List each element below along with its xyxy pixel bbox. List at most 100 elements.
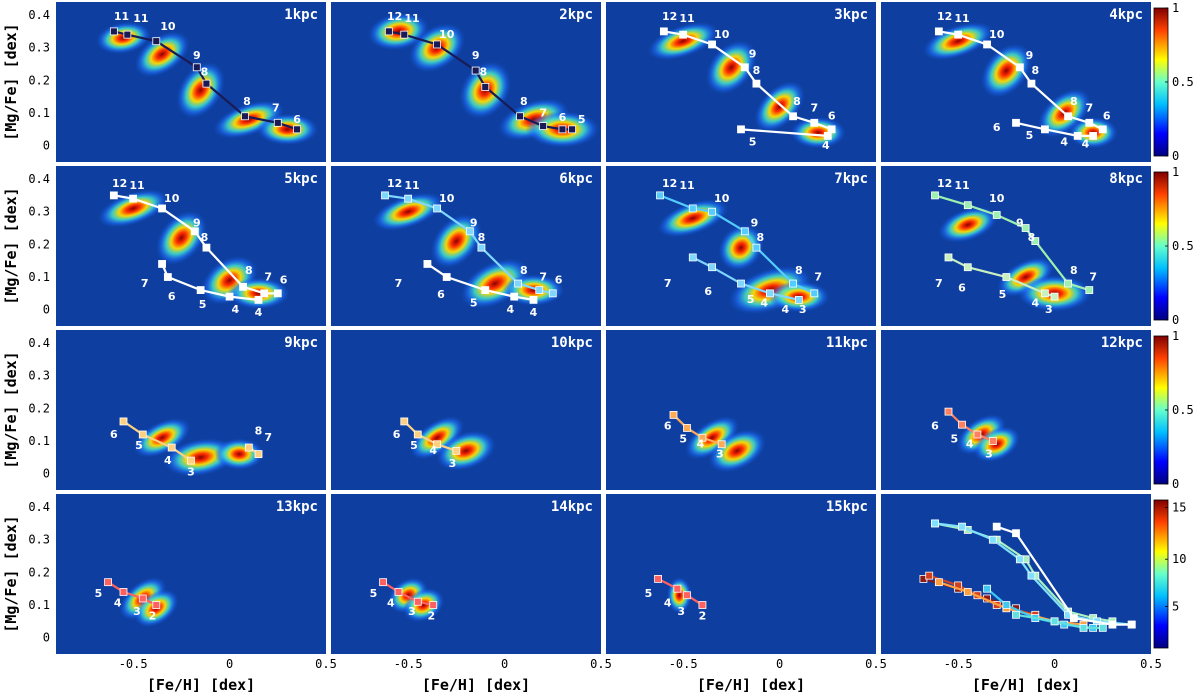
age-track-marker	[152, 601, 161, 609]
age-label: 3	[1045, 303, 1053, 316]
age-track-marker	[1085, 118, 1094, 127]
x-tick-label: 0.5	[315, 657, 337, 671]
age-track-marker	[1064, 112, 1072, 121]
age-label: 12	[112, 177, 127, 190]
age-track-marker	[202, 243, 211, 252]
density-blob	[155, 210, 207, 265]
panel-radius-label: 7kpc	[834, 171, 868, 187]
density-blob	[647, 22, 719, 61]
age-track-marker	[958, 522, 966, 531]
age-track-marker	[688, 253, 697, 262]
y-tick-label: 0.4	[28, 336, 50, 350]
y-tick-label: 0.3	[28, 205, 50, 219]
y-tick-label: 0.2	[28, 73, 50, 87]
age-label: 11	[404, 179, 419, 192]
y-tick-label: 0.4	[28, 8, 50, 22]
colorbar-tick-label: 0	[1172, 313, 1179, 327]
panel-11kpc: 65 43 11kpc	[606, 330, 876, 490]
panel-background	[606, 494, 876, 654]
age-track-marker	[1012, 529, 1020, 538]
age-track-marker	[1027, 571, 1036, 580]
age-track-marker	[944, 253, 953, 262]
age-track-line	[1015, 121, 1094, 137]
age-label: 3	[716, 447, 724, 460]
age-track-marker	[688, 204, 697, 213]
panel-radius-label: 10kpc	[551, 335, 593, 351]
density-blob	[256, 113, 319, 146]
age-label: 10	[714, 28, 730, 41]
age-label: 6	[958, 282, 966, 295]
age-label: 4	[822, 139, 830, 152]
age-label: 6	[293, 113, 301, 126]
age-track-marker	[104, 578, 112, 587]
age-label: 12	[937, 10, 952, 23]
age-track-marker	[1108, 620, 1117, 629]
density-blob	[922, 22, 994, 61]
panel-background	[881, 494, 1151, 654]
y-axis-title: [Mg/Fe] [dex]	[2, 187, 20, 304]
panel-10kpc: 65 43 10kpc	[331, 330, 601, 490]
age-label: 11	[129, 179, 144, 192]
density-blob	[790, 116, 846, 149]
age-track-marker	[1127, 620, 1136, 629]
y-axis-title: [Mg/Fe] [dex]	[2, 515, 20, 632]
age-label: 4	[782, 303, 790, 316]
age-track-marker	[1069, 614, 1078, 622]
age-label: 8	[245, 264, 253, 277]
age-label: 8	[478, 231, 486, 244]
age-label: 6	[1103, 110, 1111, 123]
age-label: 5	[470, 296, 478, 309]
age-track-marker	[973, 430, 982, 439]
age-label: 3	[187, 465, 195, 478]
age-label: 8	[480, 65, 488, 78]
age-track-marker	[1098, 125, 1107, 134]
age-label: 5	[95, 587, 103, 600]
age-label: 6	[828, 110, 836, 123]
age-track-marker	[254, 450, 263, 458]
age-track-line	[947, 410, 994, 443]
age-label: 7	[539, 270, 547, 283]
age-label: 4	[255, 306, 263, 319]
age-track-marker	[123, 30, 132, 39]
density-blob	[436, 430, 496, 471]
x-axis-title: [Fe/H] [dex]	[697, 676, 805, 694]
age-label: 7	[1089, 270, 1097, 283]
age-track-marker	[529, 295, 538, 304]
age-label: 10	[989, 28, 1005, 41]
y-tick-label: 0.1	[28, 270, 50, 284]
age-label: 4	[530, 306, 538, 319]
age-label: 8	[520, 264, 528, 277]
age-track-marker	[152, 37, 161, 46]
colorbar-tick-label: 10	[1172, 552, 1186, 566]
age-label: 8	[793, 95, 801, 108]
age-label: 8	[201, 65, 209, 78]
age-track-marker	[925, 571, 934, 580]
y-axis-title: [Mg/Fe] [dex]	[2, 351, 20, 468]
age-track-marker	[752, 79, 761, 88]
y-tick-label: 0.2	[28, 237, 50, 251]
colorbar-tick-label: 0.5	[1172, 403, 1194, 417]
age-track-marker	[192, 63, 201, 72]
density-blob	[372, 192, 444, 231]
age-track-marker	[1015, 555, 1024, 564]
colorbar-tick-label: 1	[1172, 329, 1179, 343]
y-tick-label: 0.2	[28, 401, 50, 415]
y-tick-label: 0	[43, 467, 50, 481]
age-track-marker	[202, 79, 211, 88]
age-label: 6	[993, 121, 1001, 134]
age-track-marker	[1015, 63, 1024, 72]
age-track-marker	[717, 440, 726, 449]
age-label: 5	[578, 113, 586, 126]
age-label: 4	[966, 438, 974, 451]
age-label: 4	[387, 597, 395, 610]
age-track-marker	[992, 211, 1001, 219]
age-track-marker	[740, 63, 749, 72]
y-tick-label: 0	[43, 303, 50, 317]
age-label: 9	[749, 48, 757, 61]
age-track-marker	[1089, 131, 1098, 140]
panel-background	[331, 494, 601, 654]
age-track-marker	[931, 519, 939, 528]
age-label: 3	[677, 605, 685, 618]
